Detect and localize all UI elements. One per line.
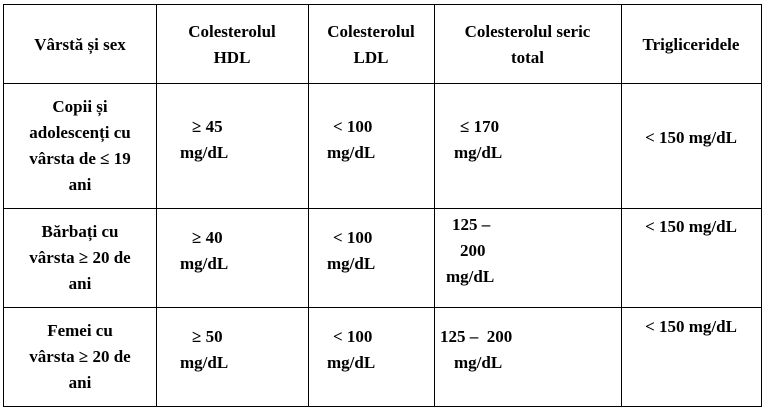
- header-ldl-line: LDL: [353, 48, 389, 67]
- row-women-triglycerides: < 150 mg/dL: [621, 314, 761, 340]
- row-women-group: Femei cu vârsta ≥ 20 de ani: [4, 318, 156, 396]
- row-women-ldl: < 100 mg/dL: [327, 324, 375, 376]
- row-children-hdl: ≥ 45 mg/dL: [180, 114, 228, 166]
- group-line: Femei cu: [47, 321, 113, 340]
- row-men-triglycerides: < 150 mg/dL: [621, 214, 761, 240]
- group-line: vârsta ≥ 20 de: [29, 248, 131, 267]
- row-men-ldl: < 100 mg/dL: [327, 225, 375, 277]
- group-line: vârsta ≥ 20 de: [29, 347, 131, 366]
- row-men-group: Bărbați cu vârsta ≥ 20 de ani: [4, 219, 156, 297]
- cholesterol-reference-table: Vârstă și sex Colesterolul HDL Colestero…: [3, 4, 762, 407]
- row-divider: [4, 83, 761, 84]
- value-line: ≥ 40: [192, 228, 223, 247]
- row-women-hdl: ≥ 50 mg/dL: [180, 324, 228, 376]
- row-divider: [4, 307, 761, 308]
- column-divider: [308, 5, 309, 406]
- value-line: < 100: [333, 327, 373, 346]
- value-line: < 100: [333, 228, 373, 247]
- header-total-line: total: [510, 48, 545, 67]
- value-line: ≥ 50: [192, 327, 223, 346]
- value-line: ≤ 170: [460, 117, 500, 136]
- group-line: vârsta de ≤ 19: [29, 149, 131, 168]
- group-line: ani: [68, 373, 92, 392]
- header-age-sex: Vârstă și sex: [4, 32, 156, 58]
- row-children-total: ≤ 170 mg/dL: [454, 114, 502, 166]
- group-line: ani: [68, 175, 92, 194]
- row-men-total: 125 – 200 mg/dL: [446, 212, 494, 290]
- header-triglycerides-label: Trigliceridele: [642, 35, 740, 54]
- column-divider: [156, 5, 157, 406]
- value-line: ≥ 45: [192, 117, 223, 136]
- unit-line: mg/dL: [327, 254, 376, 273]
- group-line: adolescenți cu: [29, 123, 131, 142]
- unit-line: mg/dL: [180, 143, 229, 162]
- unit-line: mg/dL: [446, 267, 495, 286]
- row-children-group: Copii și adolescenți cu vârsta de ≤ 19 a…: [4, 94, 156, 198]
- header-hdl-line: HDL: [213, 48, 251, 67]
- value-line: < 150 mg/dL: [645, 128, 737, 147]
- value-line: < 100: [333, 117, 373, 136]
- unit-line: mg/dL: [454, 353, 503, 372]
- row-divider: [4, 208, 761, 209]
- row-women-total: 125 – 200 mg/dL: [440, 324, 512, 376]
- column-divider: [621, 5, 622, 406]
- group-line: ani: [68, 274, 92, 293]
- unit-line: mg/dL: [180, 254, 229, 273]
- header-ldl-line: Colesterolul: [327, 22, 415, 41]
- header-triglycerides: Trigliceridele: [621, 32, 761, 58]
- value-line: < 150 mg/dL: [645, 317, 737, 336]
- value-line: 125 – 200: [440, 327, 513, 346]
- value-line: 200: [460, 241, 486, 260]
- column-divider: [434, 5, 435, 406]
- header-total-line: Colesterolul seric: [464, 22, 591, 41]
- value-line: < 150 mg/dL: [645, 217, 737, 236]
- unit-line: mg/dL: [327, 143, 376, 162]
- header-hdl: Colesterolul HDL: [156, 19, 308, 71]
- group-line: Copii și: [52, 97, 108, 116]
- row-children-ldl: < 100 mg/dL: [327, 114, 375, 166]
- value-line: 125 –: [452, 215, 491, 234]
- unit-line: mg/dL: [454, 143, 503, 162]
- header-hdl-line: Colesterolul: [188, 22, 276, 41]
- header-total: Colesterolul seric total: [434, 19, 621, 71]
- row-men-hdl: ≥ 40 mg/dL: [180, 225, 228, 277]
- unit-line: mg/dL: [180, 353, 229, 372]
- row-children-triglycerides: < 150 mg/dL: [621, 125, 761, 151]
- header-age-sex-label: Vârstă și sex: [34, 35, 126, 54]
- unit-line: mg/dL: [327, 353, 376, 372]
- header-ldl: Colesterolul LDL: [308, 19, 434, 71]
- group-line: Bărbați cu: [41, 222, 119, 241]
